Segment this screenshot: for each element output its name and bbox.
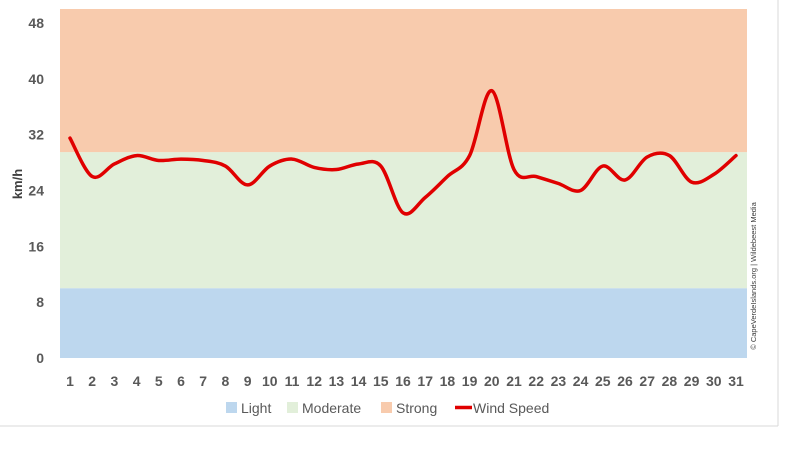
y-tick-label: 32 (28, 127, 44, 143)
y-tick-label: 40 (28, 71, 44, 87)
x-tick-label: 12 (306, 373, 322, 389)
x-axis-ticks: 1 2 3 4 5 6 7 8 9 10 11 12 13 14 15 16 17 18 19 20 21 22 23 24 2… (66, 373, 744, 389)
credit-text: © CapeVerdeIslands.org | Wildebeest Medi… (749, 201, 758, 349)
x-tick-label: 31 (728, 373, 744, 389)
x-tick-label: 28 (662, 373, 678, 389)
y-tick-label: 0 (36, 350, 44, 366)
x-tick-label: 2 (88, 373, 96, 389)
legend-swatch-light (226, 402, 237, 413)
x-tick-label: 7 (199, 373, 207, 389)
series-layer (68, 88, 738, 216)
series-line-wind-speed (68, 88, 738, 216)
x-tick-label: 16 (395, 373, 411, 389)
x-tick-label: 3 (111, 373, 119, 389)
x-tick-label: 9 (244, 373, 252, 389)
legend-label-light: Light (241, 400, 271, 416)
x-tick-label: 30 (706, 373, 722, 389)
legend-swatch-moderate (287, 402, 298, 413)
legend-label-strong: Strong (396, 400, 437, 416)
x-tick-label: 27 (639, 373, 655, 389)
x-tick-label: 11 (285, 373, 300, 389)
x-tick-label: 19 (462, 373, 478, 389)
legend: Light Moderate Strong Wind Speed (226, 400, 549, 416)
legend-label-wind-speed: Wind Speed (473, 400, 549, 416)
x-tick-label: 6 (177, 373, 185, 389)
x-tick-label: 17 (417, 373, 433, 389)
x-tick-label: 5 (155, 373, 163, 389)
x-tick-label: 13 (329, 373, 345, 389)
legend-swatch-strong (381, 402, 392, 413)
x-tick-label: 29 (684, 373, 700, 389)
legend-label-moderate: Moderate (302, 400, 361, 416)
y-tick-label: 48 (28, 15, 44, 31)
x-tick-label: 18 (440, 373, 456, 389)
band-strong (60, 9, 747, 153)
x-tick-label: 14 (351, 373, 367, 389)
y-tick-label: 24 (28, 182, 44, 198)
x-tick-label: 10 (262, 373, 278, 389)
y-axis-label: km/h (10, 169, 25, 199)
x-tick-label: 4 (133, 373, 141, 389)
x-tick-label: 26 (617, 373, 633, 389)
x-tick-label: 15 (373, 373, 389, 389)
x-tick-label: 23 (551, 373, 567, 389)
x-tick-label: 22 (528, 373, 544, 389)
x-tick-label: 21 (506, 373, 522, 389)
band-moderate (60, 152, 747, 289)
y-axis-ticks: 0 8 16 24 32 40 48 (28, 15, 44, 366)
x-tick-label: 24 (573, 373, 589, 389)
y-tick-label: 16 (28, 238, 44, 254)
x-tick-label: 8 (222, 373, 230, 389)
x-tick-label: 25 (595, 373, 611, 389)
y-tick-label: 8 (36, 294, 44, 310)
bands-layer (60, 9, 747, 358)
x-tick-label: 20 (484, 373, 500, 389)
x-tick-label: 1 (66, 373, 74, 389)
band-light (60, 288, 747, 358)
